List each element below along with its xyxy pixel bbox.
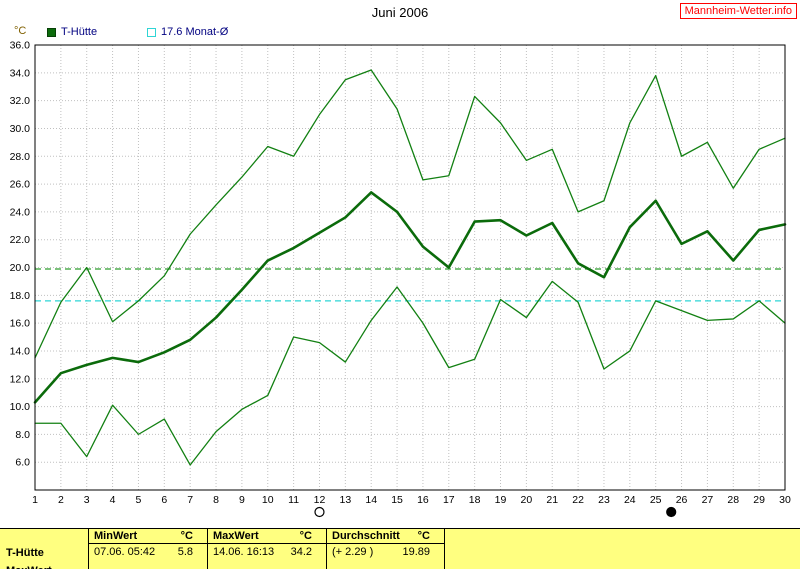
svg-text:16.0: 16.0 [10,318,31,330]
svg-text:16: 16 [417,494,429,506]
svg-text:20: 20 [521,494,533,506]
col-unit: °C [180,530,193,542]
svg-text:13: 13 [340,494,352,506]
svg-text:6: 6 [161,494,167,506]
svg-text:17: 17 [443,494,455,506]
svg-text:27: 27 [702,494,714,506]
col-value: 34.2 [290,546,312,558]
legend-item-monat-avg: 17.6 Monat-Ø [147,26,228,38]
svg-text:11: 11 [288,494,299,506]
svg-text:34.0: 34.0 [10,67,31,79]
full-moon-icon [314,506,325,518]
svg-text:30: 30 [779,494,791,506]
svg-text:8.0: 8.0 [15,429,30,441]
gridlines [34,44,786,490]
svg-text:5: 5 [136,494,142,506]
svg-text:24: 24 [624,494,636,506]
svg-text:32.0: 32.0 [10,95,31,107]
col-unit: °C [299,530,312,542]
footer-col-minwert: MinWert °C 07.06. 05:42 5.8 [88,529,207,569]
svg-text:26: 26 [676,494,688,506]
svg-text:6.0: 6.0 [15,457,30,469]
svg-text:29: 29 [753,494,765,506]
svg-text:10.0: 10.0 [10,401,31,413]
svg-text:28: 28 [727,494,739,506]
moon-phase-markers [314,506,677,518]
footer-series-label: T-Hütte [6,547,44,559]
svg-text:14: 14 [365,494,377,506]
svg-text:23: 23 [598,494,610,506]
svg-text:18: 18 [469,494,481,506]
plot-border [34,44,786,491]
col-value: 5.8 [177,546,193,558]
col-header: MaxWert [213,530,259,542]
reference-lines [35,268,785,302]
svg-text:18.0: 18.0 [10,290,31,302]
svg-text:36.0: 36.0 [10,40,31,52]
svg-text:10: 10 [262,494,274,506]
y-axis-unit-label: °C [14,25,27,37]
col-unit: °C [417,530,430,542]
legend-swatch-outline [147,27,156,37]
svg-text:19: 19 [495,494,507,506]
legend-label: T-Hütte [61,26,98,38]
svg-text:24.0: 24.0 [10,206,31,218]
svg-text:2: 2 [58,494,64,506]
legend-item-t-huette: T-Hütte [47,26,97,38]
svg-text:7: 7 [187,494,193,506]
site-link-badge[interactable]: Mannheim-Wetter.info [679,3,797,19]
footer-col-durchschnitt: Durchschnitt °C (+ 2.29 ) 19.89 [326,529,445,569]
series-min [34,280,786,466]
new-moon-icon [666,506,677,518]
col-header: MinWert [94,530,138,542]
temperature-chart: 36.034.032.030.028.026.024.022.020.018.0… [10,40,791,518]
legend-swatch-filled [47,27,56,37]
svg-text:15: 15 [391,494,403,506]
legend-label: 17.6 Monat-Ø [161,26,229,38]
svg-text:12: 12 [314,494,326,506]
svg-text:22: 22 [572,494,584,506]
svg-text:8: 8 [213,494,219,506]
svg-text:4: 4 [110,494,116,506]
col-datetime: 07.06. 05:42 [94,546,156,558]
col-datetime: 14.06. 16:13 [213,546,275,558]
svg-text:30.0: 30.0 [10,123,31,135]
footer-partial-row-label: MaxWert [6,565,52,569]
footer-col-maxwert: MaxWert °C 14.06. 16:13 34.2 [207,529,326,569]
svg-text:14.0: 14.0 [10,345,31,357]
series-max [34,69,786,359]
svg-text:9: 9 [239,494,245,506]
page-title: Juni 2006 [371,5,429,20]
svg-text:28.0: 28.0 [10,151,31,163]
col-value: 19.89 [402,546,430,558]
svg-text:20.0: 20.0 [10,262,31,274]
col-datetime: (+ 2.29 ) [332,546,374,558]
svg-text:1: 1 [32,494,38,506]
svg-text:3: 3 [84,494,90,506]
svg-text:25: 25 [650,494,662,506]
series-lines [33,69,787,466]
svg-text:26.0: 26.0 [10,179,31,191]
svg-text:22.0: 22.0 [10,234,31,246]
svg-text:12.0: 12.0 [10,373,31,385]
series-mean [33,191,787,404]
col-header: Durchschnitt [332,530,400,542]
stats-footer: T-Hütte MinWert °C 07.06. 05:42 5.8 MaxW… [0,528,800,569]
tick-labels: 36.034.032.030.028.026.024.022.020.018.0… [10,40,791,507]
svg-text:21: 21 [546,494,558,506]
